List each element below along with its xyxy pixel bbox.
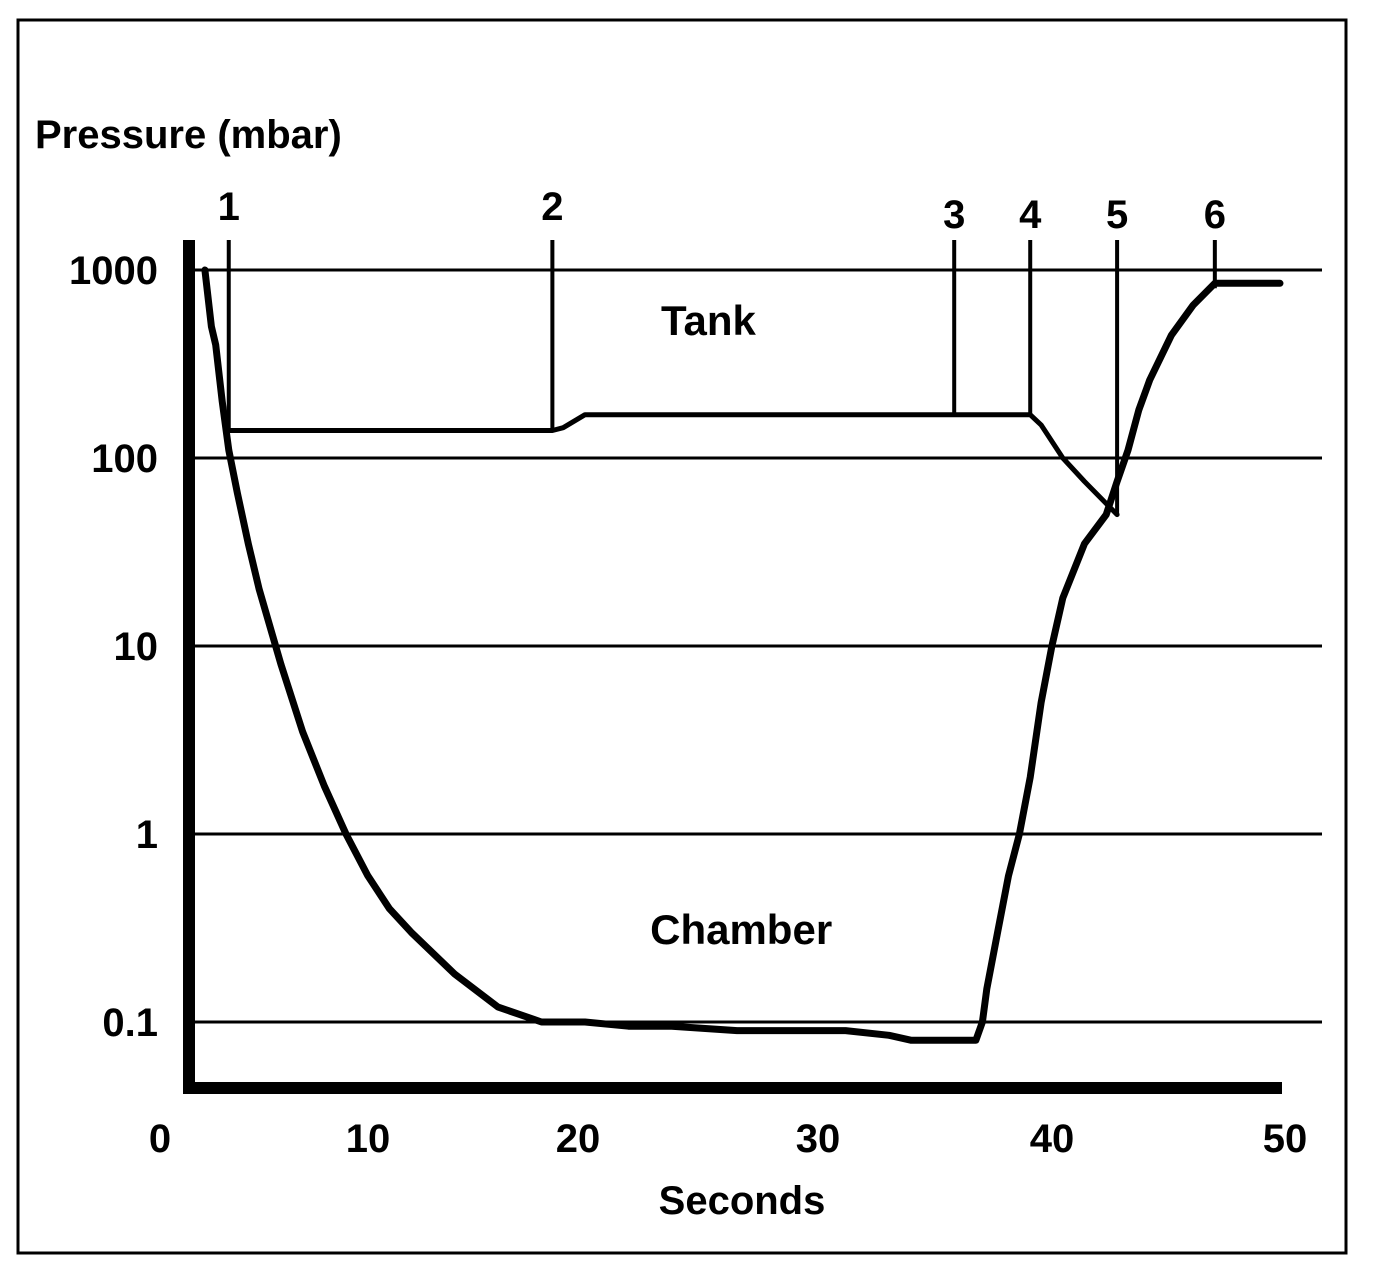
x-tick-label-30: 30	[796, 1117, 841, 1161]
y-axis-label: Pressure (mbar)	[35, 113, 342, 157]
event-marker-label-1: 1	[218, 185, 240, 229]
event-marker-label-2: 2	[541, 185, 563, 229]
marker-layer: 1 2 3 4 5 6	[218, 185, 1226, 515]
annotation-layer: Tank Chamber	[650, 297, 832, 953]
event-marker-label-5: 5	[1106, 193, 1128, 237]
x-tick-label-0: 0	[149, 1117, 171, 1161]
chart-frame	[16, 18, 1348, 1255]
grid-layer	[194, 268, 1322, 1024]
y-tick-label-1: 1	[136, 813, 158, 857]
x-tick-label-40: 40	[1030, 1117, 1075, 1161]
event-marker-label-6: 6	[1204, 193, 1226, 237]
annotation-chamber: Chamber	[650, 906, 832, 953]
series-line-tank	[226, 412, 1120, 518]
x-axis-label: Seconds	[659, 1179, 826, 1223]
axis-layer: 1000 100 10 1 0.1 0 10 20 30 40 50	[69, 240, 1307, 1161]
y-tick-label-100: 100	[91, 437, 158, 481]
y-tick-label-0.1: 0.1	[102, 1001, 158, 1045]
x-tick-label-20: 20	[556, 1117, 601, 1161]
x-tick-label-50: 50	[1263, 1117, 1308, 1161]
event-marker-label-3: 3	[943, 193, 965, 237]
event-marker-label-4: 4	[1019, 193, 1042, 237]
x-tick-label-10: 10	[346, 1117, 391, 1161]
y-tick-label-10: 10	[114, 625, 159, 669]
annotation-tank: Tank	[661, 297, 757, 344]
y-tick-label-1000: 1000	[69, 249, 158, 293]
